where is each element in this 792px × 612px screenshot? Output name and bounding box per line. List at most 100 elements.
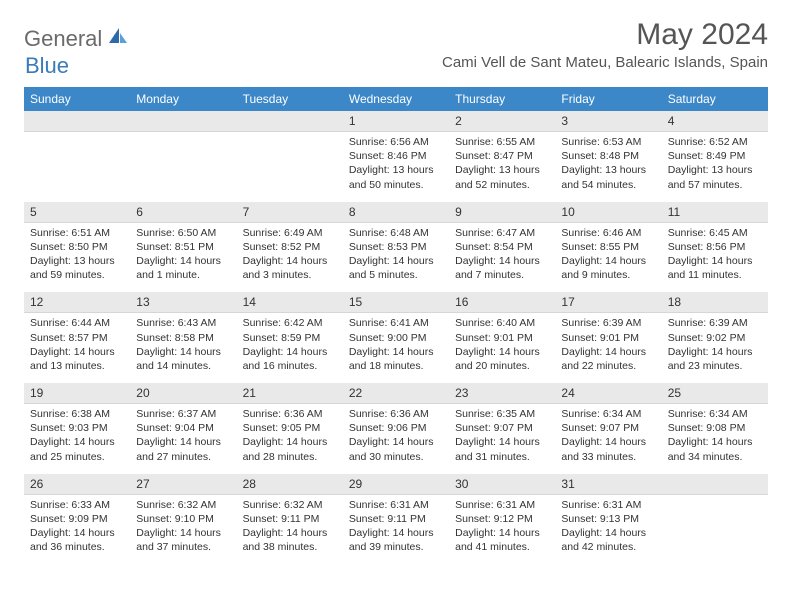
sunrise-text: Sunrise: 6:32 AM <box>136 499 216 511</box>
sunset-text: Sunset: 8:51 PM <box>136 241 214 253</box>
daylight-text: Daylight: 14 hours and 41 minutes. <box>455 527 540 553</box>
sunrise-text: Sunrise: 6:44 AM <box>30 317 110 329</box>
day-number-row: 1234 <box>24 111 768 132</box>
day-number-cell <box>662 474 768 495</box>
sunset-text: Sunset: 9:11 PM <box>243 513 320 525</box>
sunset-text: Sunset: 8:46 PM <box>349 150 427 162</box>
day-detail-cell: Sunrise: 6:53 AMSunset: 8:48 PMDaylight:… <box>555 132 661 202</box>
day-number-cell: 29 <box>343 474 449 495</box>
day-detail-cell: Sunrise: 6:55 AMSunset: 8:47 PMDaylight:… <box>449 132 555 202</box>
calendar-table: Sunday Monday Tuesday Wednesday Thursday… <box>24 87 768 564</box>
daylight-text: Daylight: 14 hours and 13 minutes. <box>30 346 115 372</box>
sunrise-text: Sunrise: 6:43 AM <box>136 317 216 329</box>
day-detail-cell: Sunrise: 6:39 AMSunset: 9:02 PMDaylight:… <box>662 313 768 383</box>
sunset-text: Sunset: 9:03 PM <box>30 422 108 434</box>
day-number-cell: 13 <box>130 292 236 313</box>
daylight-text: Daylight: 14 hours and 1 minute. <box>136 255 221 281</box>
daylight-text: Daylight: 14 hours and 3 minutes. <box>243 255 328 281</box>
month-title: May 2024 <box>442 18 768 52</box>
sunset-text: Sunset: 9:08 PM <box>668 422 746 434</box>
brand-logo: General <box>24 18 130 52</box>
dow-saturday: Saturday <box>662 87 768 111</box>
dow-thursday: Thursday <box>449 87 555 111</box>
brand-sail-icon <box>108 27 128 50</box>
day-detail-cell: Sunrise: 6:51 AMSunset: 8:50 PMDaylight:… <box>24 222 130 292</box>
day-detail-cell: Sunrise: 6:37 AMSunset: 9:04 PMDaylight:… <box>130 404 236 474</box>
day-number-row: 19202122232425 <box>24 383 768 404</box>
day-detail-row: Sunrise: 6:56 AM Sunset: 8:46 PM Daylight:… <box>24 132 768 202</box>
day-number-cell: 19 <box>24 383 130 404</box>
sunrise-text: Sunrise: 6:48 AM <box>349 227 429 239</box>
daylight-text: Daylight: 13 hours and 52 minutes. <box>455 164 540 190</box>
day-number-cell: 30 <box>449 474 555 495</box>
sunset-text: Sunset: 9:07 PM <box>561 422 639 434</box>
daylight-text: Daylight: 14 hours and 31 minutes. <box>455 436 540 462</box>
sunrise-text: Sunrise: 6:42 AM <box>243 317 323 329</box>
day-detail-cell: Sunrise: 6:49 AMSunset: 8:52 PMDaylight:… <box>237 222 343 292</box>
day-detail-row: Sunrise: 6:33 AMSunset: 9:09 PMDaylight:… <box>24 494 768 564</box>
daylight-text: Daylight: 14 hours and 23 minutes. <box>668 346 753 372</box>
sunrise-text: Sunrise: 6:38 AM <box>30 408 110 420</box>
sunrise-text: Sunrise: 6:37 AM <box>136 408 216 420</box>
day-number-cell: 8 <box>343 202 449 223</box>
daylight-text: Daylight: 14 hours and 22 minutes. <box>561 346 646 372</box>
day-detail-cell: Sunrise: 6:33 AMSunset: 9:09 PMDaylight:… <box>24 494 130 564</box>
day-number-cell: 5 <box>24 202 130 223</box>
sunset-text: Sunset: 8:48 PM <box>561 150 639 162</box>
day-detail-cell: Sunrise: 6:31 AMSunset: 9:11 PMDaylight:… <box>343 494 449 564</box>
sunrise-text: Sunrise: 6:39 AM <box>561 317 641 329</box>
day-number-row: 262728293031 <box>24 474 768 495</box>
sunrise-text: Sunrise: 6:40 AM <box>455 317 535 329</box>
sunrise-text: Sunrise: 6:35 AM <box>455 408 535 420</box>
sunrise-text: Sunrise: 6:31 AM <box>561 499 641 511</box>
day-detail-cell: Sunrise: 6:35 AMSunset: 9:07 PMDaylight:… <box>449 404 555 474</box>
sunrise-text: Sunrise: 6:32 AM <box>243 499 323 511</box>
daylight-text: Daylight: 13 hours and 57 minutes. <box>668 164 753 190</box>
sunset-text: Sunset: 8:58 PM <box>136 332 214 344</box>
daylight-text: Daylight: 14 hours and 27 minutes. <box>136 436 221 462</box>
sunset-text: Sunset: 9:13 PM <box>561 513 639 525</box>
daylight-text: Daylight: 14 hours and 30 minutes. <box>349 436 434 462</box>
sunset-text: Sunset: 8:50 PM <box>30 241 108 253</box>
sunrise-text: Sunrise: 6:33 AM <box>30 499 110 511</box>
sunset-text: Sunset: 9:06 PM <box>349 422 427 434</box>
day-detail-cell: Sunrise: 6:36 AMSunset: 9:05 PMDaylight:… <box>237 404 343 474</box>
sunrise-text: Sunrise: 6:36 AM <box>349 408 429 420</box>
daylight-text: Daylight: 14 hours and 7 minutes. <box>455 255 540 281</box>
day-number-row: 12131415161718 <box>24 292 768 313</box>
day-detail-cell: Sunrise: 6:38 AMSunset: 9:03 PMDaylight:… <box>24 404 130 474</box>
sunset-text: Sunset: 8:59 PM <box>243 332 321 344</box>
sunrise-text: Sunrise: 6:53 AM <box>561 136 641 148</box>
day-number-cell: 22 <box>343 383 449 404</box>
day-detail-cell: Sunrise: 6:41 AMSunset: 9:00 PMDaylight:… <box>343 313 449 383</box>
sunrise-text: Sunrise: 6:39 AM <box>668 317 748 329</box>
daylight-text: Daylight: 13 hours and 50 minutes. <box>349 164 434 190</box>
day-detail-cell: Sunrise: 6:32 AMSunset: 9:11 PMDaylight:… <box>237 494 343 564</box>
sunset-text: Sunset: 9:00 PM <box>349 332 427 344</box>
day-number-cell: 20 <box>130 383 236 404</box>
day-detail-cell: Sunrise: 6:50 AMSunset: 8:51 PMDaylight:… <box>130 222 236 292</box>
day-number-cell: 26 <box>24 474 130 495</box>
day-number-cell: 12 <box>24 292 130 313</box>
sunrise-text: Sunrise: 6:34 AM <box>668 408 748 420</box>
day-detail-cell: Sunrise: 6:42 AMSunset: 8:59 PMDaylight:… <box>237 313 343 383</box>
day-number-cell: 4 <box>662 111 768 132</box>
day-number-cell: 9 <box>449 202 555 223</box>
daylight-text: Daylight: 14 hours and 5 minutes. <box>349 255 434 281</box>
day-detail-cell <box>237 132 343 202</box>
sunset-text: Sunset: 8:49 PM <box>668 150 746 162</box>
sunrise-text: Sunrise: 6:46 AM <box>561 227 641 239</box>
sunrise-text: Sunrise: 6:55 AM <box>455 136 535 148</box>
sunrise-text: Sunrise: 6:34 AM <box>561 408 641 420</box>
day-detail-cell: Sunrise: 6:34 AMSunset: 9:07 PMDaylight:… <box>555 404 661 474</box>
day-number-cell: 6 <box>130 202 236 223</box>
sunset-text: Sunset: 8:56 PM <box>668 241 746 253</box>
day-number-cell: 25 <box>662 383 768 404</box>
daylight-text: Daylight: 14 hours and 28 minutes. <box>243 436 328 462</box>
sunrise-text: Sunrise: 6:56 AM <box>349 136 429 148</box>
day-number-cell <box>130 111 236 132</box>
daylight-text: Daylight: 14 hours and 9 minutes. <box>561 255 646 281</box>
day-number-cell: 2 <box>449 111 555 132</box>
sunrise-text: Sunrise: 6:51 AM <box>30 227 110 239</box>
day-number-cell: 21 <box>237 383 343 404</box>
